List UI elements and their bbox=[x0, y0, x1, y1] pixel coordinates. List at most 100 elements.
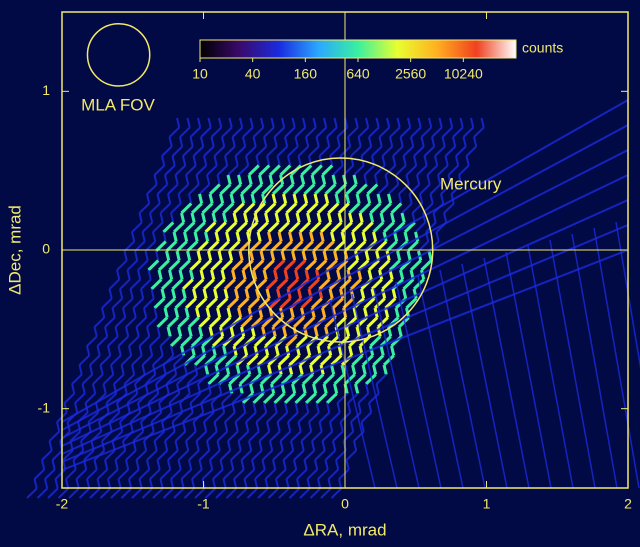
scan-track bbox=[285, 202, 298, 215]
scan-track bbox=[340, 221, 353, 234]
scan-track bbox=[326, 126, 338, 138]
scan-track bbox=[108, 288, 113, 299]
scan-track bbox=[174, 307, 180, 318]
scan-track bbox=[237, 307, 243, 318]
scan-track bbox=[228, 117, 233, 128]
scan-track bbox=[123, 240, 135, 252]
scan-track bbox=[340, 364, 346, 375]
scan-track bbox=[375, 383, 380, 394]
scan-track bbox=[304, 269, 310, 280]
scan-track bbox=[416, 174, 421, 185]
scan-track bbox=[242, 402, 247, 413]
scan-track bbox=[374, 174, 379, 185]
scan-track bbox=[171, 278, 184, 291]
scan-track bbox=[379, 345, 385, 356]
scan-track bbox=[409, 259, 422, 272]
scan-track bbox=[137, 269, 142, 280]
scan-track bbox=[361, 364, 367, 375]
scan-track bbox=[227, 164, 239, 176]
scan-track bbox=[159, 345, 164, 356]
scan-track bbox=[51, 449, 63, 461]
scan-track bbox=[222, 202, 235, 215]
scan-track bbox=[267, 231, 273, 242]
scan-track bbox=[56, 421, 61, 432]
scan-track bbox=[250, 183, 263, 196]
scan-track bbox=[346, 259, 359, 272]
scan-track bbox=[223, 278, 236, 291]
scan-track bbox=[333, 373, 346, 386]
scan-track bbox=[378, 259, 391, 272]
scan-track bbox=[150, 411, 162, 423]
scan-track bbox=[122, 297, 134, 309]
scan-track bbox=[177, 193, 182, 204]
scan-track bbox=[258, 297, 271, 310]
scan-track bbox=[203, 421, 208, 432]
scan-track bbox=[199, 259, 212, 272]
scan-track bbox=[317, 468, 329, 480]
scan-track bbox=[86, 345, 91, 356]
scan-track bbox=[282, 449, 294, 461]
scan-track bbox=[247, 164, 260, 177]
scan-track bbox=[447, 174, 452, 185]
scan-track bbox=[102, 373, 114, 385]
scan-track bbox=[210, 269, 216, 280]
scan-track bbox=[269, 430, 281, 442]
scan-track bbox=[149, 202, 161, 214]
scan-track bbox=[321, 164, 334, 177]
scan-track bbox=[260, 117, 265, 128]
scan-track bbox=[440, 183, 452, 195]
scan-track bbox=[108, 411, 120, 423]
scan-track bbox=[297, 155, 302, 166]
scan-track bbox=[189, 392, 201, 404]
scan-track bbox=[284, 126, 296, 138]
scan-track bbox=[288, 221, 301, 234]
scan-track bbox=[443, 212, 448, 223]
scan-track bbox=[153, 440, 158, 451]
scan-track bbox=[180, 478, 185, 489]
scan-track bbox=[324, 459, 329, 470]
scan-track bbox=[293, 459, 298, 470]
scan-track bbox=[325, 259, 338, 272]
scan-track bbox=[381, 278, 394, 291]
scan-track bbox=[129, 278, 141, 290]
scan-track bbox=[303, 316, 316, 329]
circle-label: MLA FOV bbox=[81, 95, 155, 114]
scan-track bbox=[149, 345, 154, 356]
scan-track bbox=[156, 183, 168, 195]
scan-track bbox=[275, 478, 280, 489]
scan-track bbox=[273, 259, 286, 272]
scan-track bbox=[375, 117, 380, 128]
scan-track bbox=[104, 449, 116, 461]
scan-track bbox=[135, 459, 140, 470]
scan-track bbox=[229, 183, 242, 196]
scan-track bbox=[234, 288, 240, 299]
scan-track bbox=[204, 487, 216, 499]
scan-track bbox=[99, 487, 111, 499]
scan-track bbox=[308, 155, 313, 166]
scan-track bbox=[354, 117, 359, 128]
scan-track bbox=[167, 449, 179, 461]
scan-track bbox=[69, 430, 81, 442]
scan-track bbox=[212, 478, 217, 489]
scan-track bbox=[305, 136, 310, 147]
scan-track bbox=[422, 212, 427, 223]
scan-track bbox=[470, 117, 475, 128]
scan-track bbox=[125, 326, 130, 337]
scan-track bbox=[192, 145, 204, 157]
scan-track bbox=[192, 278, 205, 291]
scan-track bbox=[462, 136, 467, 147]
scan-track bbox=[400, 212, 406, 223]
scan-track bbox=[527, 245, 574, 489]
scan-track bbox=[414, 231, 420, 242]
scan-track bbox=[273, 402, 278, 413]
scan-track bbox=[186, 117, 191, 128]
scan-track bbox=[317, 478, 322, 489]
scan-track bbox=[277, 221, 290, 234]
scan-track bbox=[101, 297, 113, 309]
scan-track bbox=[190, 212, 196, 223]
scan-track bbox=[204, 231, 210, 242]
scan-track bbox=[408, 193, 413, 204]
scan-track bbox=[291, 250, 297, 261]
scan-track bbox=[171, 145, 183, 157]
scan-track bbox=[227, 430, 239, 442]
